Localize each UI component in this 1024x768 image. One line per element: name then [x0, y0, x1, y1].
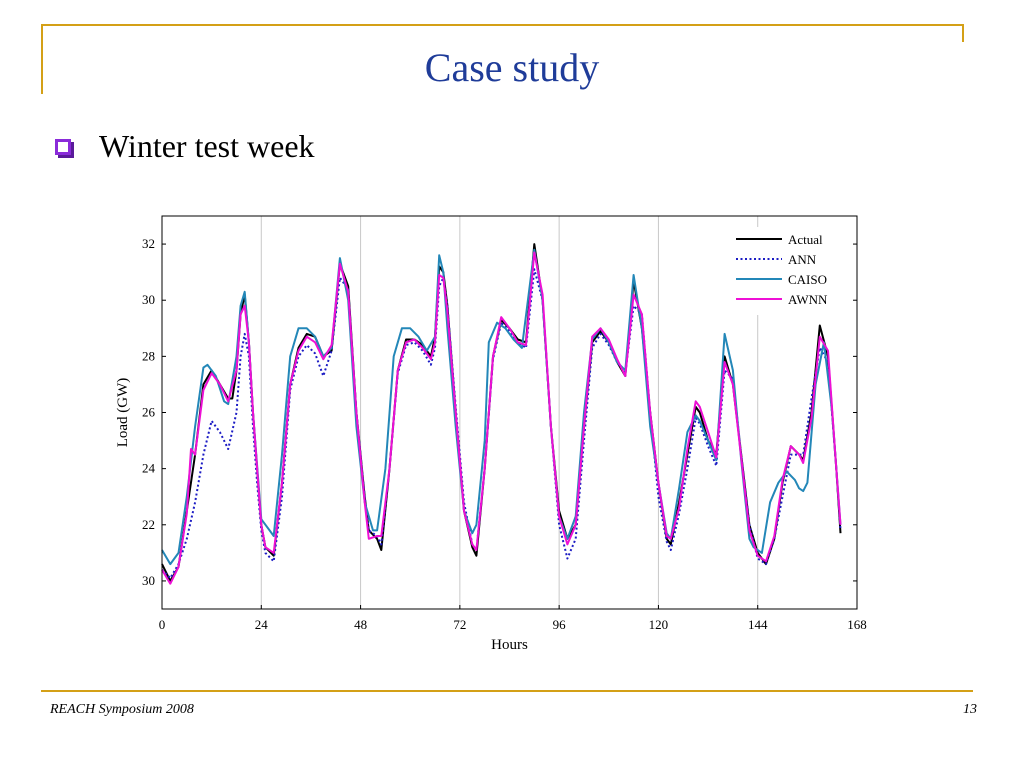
- x-tick-label: 72: [453, 617, 466, 632]
- legend-label-ann: ANN: [788, 252, 817, 267]
- series-line-caiso: [161, 248, 842, 566]
- chart-svg: 0 24 48 72 96 120 144 168 30 22 24 26 28 30 32 Hours Loa…: [115, 215, 867, 653]
- x-tick-label: 24: [255, 617, 268, 632]
- legend-label-actual: Actual: [788, 232, 823, 247]
- legend-layer: Actual ANN CAISO AWNN: [730, 227, 848, 315]
- slide-frame-top: [41, 24, 964, 26]
- y-tick-label: 30: [142, 292, 155, 307]
- bullet-text: Winter test week: [99, 128, 315, 164]
- y-tick-label: 30: [142, 573, 155, 588]
- grid-layer: [260, 216, 759, 609]
- y-axis-label: Load (GW): [115, 378, 131, 448]
- x-tick-label: 96: [553, 617, 567, 632]
- slide-frame-right: [962, 24, 964, 42]
- x-tick-label: 144: [748, 617, 768, 632]
- slide-title: Case study: [424, 45, 600, 90]
- legend-label-awnn: AWNN: [788, 292, 828, 307]
- x-tick-label: 120: [649, 617, 669, 632]
- legend-label-caiso: CAISO: [788, 272, 827, 287]
- x-tick-label: 168: [847, 617, 867, 632]
- y-tick-label: 28: [142, 348, 155, 363]
- x-axis-label: Hours: [491, 637, 528, 653]
- footer-divider: [41, 690, 973, 692]
- x-tick-label: 0: [159, 617, 166, 632]
- page-number: 13: [963, 702, 977, 717]
- slide-frame-vertical: [41, 24, 43, 94]
- load-chart: 0 24 48 72 96 120 144 168 30 22 24 26 28 30 32 Hours Loa…: [100, 205, 900, 670]
- footer-left-text: REACH Symposium 2008: [50, 702, 194, 717]
- y-tick-label: 32: [142, 236, 155, 251]
- series-layer: [161, 243, 842, 585]
- axis-layer: 0 24 48 72 96 120 144 168 30 22 24 26 28 30 32 Hours Loa…: [115, 215, 867, 653]
- legend-box: [730, 227, 848, 315]
- y-tick-label: 26: [142, 405, 156, 420]
- x-tick-label: 48: [354, 617, 367, 632]
- series-line-awnn: [161, 251, 842, 585]
- y-tick-label: 24: [142, 461, 156, 476]
- checkbox-bullet-icon: [55, 138, 71, 155]
- bullet-item: Winter test week: [55, 128, 315, 165]
- y-tick-label: 22: [142, 517, 155, 532]
